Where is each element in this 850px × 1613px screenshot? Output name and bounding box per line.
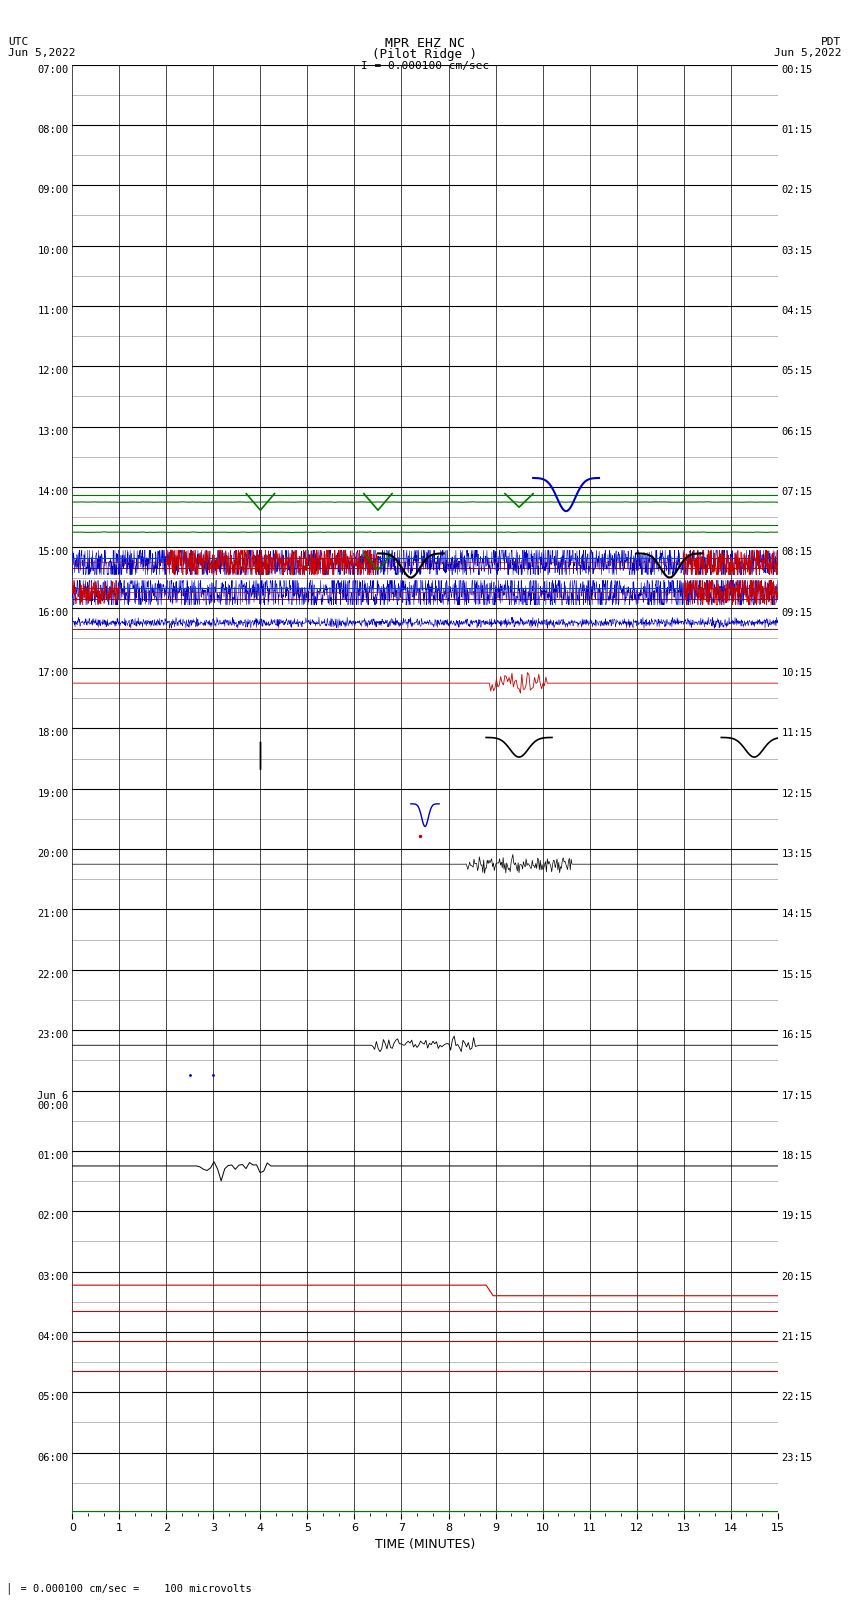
Text: 00:00: 00:00 xyxy=(37,1102,69,1111)
Text: 12:15: 12:15 xyxy=(781,789,813,798)
Text: 15:15: 15:15 xyxy=(781,969,813,979)
Text: Jun 6: Jun 6 xyxy=(37,1090,69,1100)
Text: 04:15: 04:15 xyxy=(781,306,813,316)
Text: 13:00: 13:00 xyxy=(37,427,69,437)
Text: 08:15: 08:15 xyxy=(781,547,813,558)
Text: MPR EHZ NC: MPR EHZ NC xyxy=(385,37,465,50)
Text: 03:15: 03:15 xyxy=(781,245,813,255)
Text: 06:00: 06:00 xyxy=(37,1453,69,1463)
Text: I = 0.000100 cm/sec: I = 0.000100 cm/sec xyxy=(361,61,489,71)
Text: 11:15: 11:15 xyxy=(781,729,813,739)
Text: 09:15: 09:15 xyxy=(781,608,813,618)
Text: 05:15: 05:15 xyxy=(781,366,813,376)
Text: 22:15: 22:15 xyxy=(781,1392,813,1402)
Text: 21:15: 21:15 xyxy=(781,1332,813,1342)
Text: 20:15: 20:15 xyxy=(781,1271,813,1282)
Text: 08:00: 08:00 xyxy=(37,124,69,135)
Text: 14:15: 14:15 xyxy=(781,910,813,919)
Text: 19:00: 19:00 xyxy=(37,789,69,798)
Text: 05:00: 05:00 xyxy=(37,1392,69,1402)
Text: 19:15: 19:15 xyxy=(781,1211,813,1221)
Text: Jun 5,2022: Jun 5,2022 xyxy=(8,48,76,58)
Text: 03:00: 03:00 xyxy=(37,1271,69,1282)
Text: 01:00: 01:00 xyxy=(37,1152,69,1161)
Text: 21:00: 21:00 xyxy=(37,910,69,919)
Text: 10:00: 10:00 xyxy=(37,245,69,255)
Text: 16:00: 16:00 xyxy=(37,608,69,618)
Text: 18:15: 18:15 xyxy=(781,1152,813,1161)
Text: 20:00: 20:00 xyxy=(37,848,69,860)
Text: 09:00: 09:00 xyxy=(37,185,69,195)
Text: 22:00: 22:00 xyxy=(37,969,69,979)
Text: 07:15: 07:15 xyxy=(781,487,813,497)
Text: (Pilot Ridge ): (Pilot Ridge ) xyxy=(372,48,478,61)
Text: 11:00: 11:00 xyxy=(37,306,69,316)
Text: 02:00: 02:00 xyxy=(37,1211,69,1221)
Text: 06:15: 06:15 xyxy=(781,427,813,437)
Text: 04:00: 04:00 xyxy=(37,1332,69,1342)
Text: ▏ = 0.000100 cm/sec =    100 microvolts: ▏ = 0.000100 cm/sec = 100 microvolts xyxy=(8,1582,252,1594)
Text: 13:15: 13:15 xyxy=(781,848,813,860)
Text: 00:15: 00:15 xyxy=(781,65,813,74)
Text: 10:15: 10:15 xyxy=(781,668,813,677)
Text: PDT: PDT xyxy=(821,37,842,47)
Text: 17:15: 17:15 xyxy=(781,1090,813,1100)
X-axis label: TIME (MINUTES): TIME (MINUTES) xyxy=(375,1537,475,1550)
Text: Jun 5,2022: Jun 5,2022 xyxy=(774,48,842,58)
Text: UTC: UTC xyxy=(8,37,29,47)
Text: 18:00: 18:00 xyxy=(37,729,69,739)
Text: 12:00: 12:00 xyxy=(37,366,69,376)
Text: 14:00: 14:00 xyxy=(37,487,69,497)
Text: 07:00: 07:00 xyxy=(37,65,69,74)
Text: 23:15: 23:15 xyxy=(781,1453,813,1463)
Text: 15:00: 15:00 xyxy=(37,547,69,558)
Text: 01:15: 01:15 xyxy=(781,124,813,135)
Text: 02:15: 02:15 xyxy=(781,185,813,195)
Text: 23:00: 23:00 xyxy=(37,1031,69,1040)
Text: 17:00: 17:00 xyxy=(37,668,69,677)
Text: 16:15: 16:15 xyxy=(781,1031,813,1040)
